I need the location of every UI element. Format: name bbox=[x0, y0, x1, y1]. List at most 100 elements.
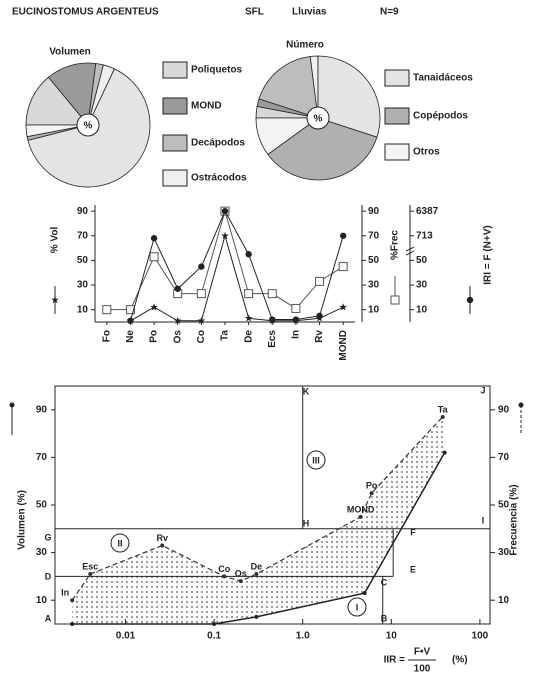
point bbox=[221, 231, 229, 240]
point bbox=[254, 614, 259, 619]
point bbox=[369, 491, 374, 496]
point bbox=[245, 251, 252, 258]
zone-letter: E bbox=[410, 564, 416, 574]
point-label: Rv bbox=[157, 533, 169, 543]
legend-label: Decápodos bbox=[191, 138, 245, 149]
point bbox=[221, 207, 229, 215]
y-tick-label: 90 bbox=[36, 404, 48, 415]
point bbox=[254, 572, 259, 577]
y2-tick-label: 70 bbox=[368, 230, 380, 241]
x-tick-label: Fo bbox=[101, 330, 112, 342]
x-axis-title: (%) bbox=[452, 655, 468, 666]
y-tick-label: 30 bbox=[77, 280, 89, 291]
y-tick-label: 50 bbox=[36, 500, 48, 511]
axis-title: %Frec bbox=[390, 230, 401, 260]
point bbox=[198, 263, 205, 270]
y-tick-label: 90 bbox=[77, 206, 89, 217]
y2-tick-label: 70 bbox=[498, 452, 510, 463]
y-tick-label: 30 bbox=[36, 547, 48, 558]
y3-tick-label: 6387 bbox=[416, 206, 439, 217]
season: Lluvias bbox=[292, 7, 327, 18]
legend-swatch bbox=[162, 169, 188, 187]
point bbox=[150, 303, 158, 311]
point bbox=[440, 414, 445, 419]
x-tick-label: 100 bbox=[472, 631, 489, 642]
point bbox=[125, 305, 135, 315]
zone-letter: D bbox=[45, 571, 52, 581]
y2-tick-label: 90 bbox=[368, 206, 380, 217]
zone-letter: C bbox=[381, 577, 388, 587]
y3-tick-label: 10 bbox=[416, 304, 428, 315]
point-label: Po bbox=[366, 480, 378, 490]
point bbox=[244, 289, 254, 299]
y2-tick-label: 30 bbox=[368, 280, 380, 291]
point bbox=[292, 316, 300, 323]
point bbox=[358, 514, 363, 519]
legend-swatch bbox=[162, 134, 188, 152]
pie-slice bbox=[25, 76, 89, 126]
shaded-area bbox=[72, 416, 445, 624]
y2-tick-label: 10 bbox=[368, 304, 380, 315]
zone-letter: K bbox=[303, 386, 310, 396]
legend-label: Tanaidáceos bbox=[413, 73, 473, 84]
legend-swatch bbox=[384, 69, 410, 87]
point bbox=[70, 622, 75, 626]
pie-slice bbox=[267, 117, 378, 181]
y2-axis-title: Frecuencia (%) bbox=[509, 484, 520, 555]
point bbox=[291, 303, 301, 313]
point bbox=[88, 572, 93, 577]
zone-letter: B bbox=[381, 613, 388, 623]
site: SFL bbox=[245, 7, 264, 18]
zone-circle bbox=[306, 450, 326, 470]
y3-tick-label: 713 bbox=[416, 230, 433, 241]
x-tick-label: 10 bbox=[386, 631, 398, 642]
species: EUCINOSTOMUS ARGENTEUS bbox=[12, 7, 159, 18]
point bbox=[197, 316, 206, 325]
point bbox=[269, 316, 276, 323]
zone-letter: J bbox=[480, 385, 485, 395]
point-label: Co bbox=[218, 564, 230, 574]
legend-label: MOND bbox=[191, 101, 222, 112]
pie-center bbox=[306, 106, 330, 130]
x-tick-label: Os bbox=[172, 330, 183, 344]
x-tick-label: Po bbox=[149, 330, 160, 343]
y-tick-label: 10 bbox=[77, 304, 89, 315]
point bbox=[174, 285, 181, 292]
point bbox=[339, 303, 347, 311]
point-label: Ta bbox=[438, 404, 449, 414]
x-tick-label: Rv bbox=[314, 330, 325, 343]
y-tick-label: 70 bbox=[36, 452, 48, 463]
point bbox=[466, 296, 474, 304]
zone-numeral: II bbox=[117, 538, 122, 548]
series-line bbox=[129, 210, 344, 321]
legend-marker bbox=[9, 402, 15, 408]
legend-swatch bbox=[384, 107, 410, 125]
pie-center-label: % bbox=[84, 121, 93, 132]
legend-swatch bbox=[162, 61, 188, 79]
point bbox=[338, 262, 348, 272]
x-tick-label: Co bbox=[196, 330, 207, 343]
point bbox=[267, 289, 277, 299]
zone-letter: G bbox=[44, 532, 51, 542]
pie-center bbox=[76, 113, 100, 137]
x-tick-label: Ecs bbox=[267, 330, 278, 348]
point bbox=[160, 543, 165, 548]
legend-label: Otros bbox=[413, 147, 440, 158]
y-tick-label: 10 bbox=[36, 595, 48, 606]
zone-letter: A bbox=[45, 613, 52, 623]
zone-numeral: III bbox=[312, 455, 320, 465]
x-axis-title: 100 bbox=[414, 664, 431, 675]
pie-center-label: % bbox=[314, 114, 323, 125]
x-tick-label: De bbox=[243, 330, 254, 343]
legend-swatch bbox=[162, 97, 188, 115]
y-tick-label: 50 bbox=[77, 255, 89, 266]
y3-tick-label: 30 bbox=[416, 280, 428, 291]
point bbox=[150, 235, 158, 242]
y2-tick-label: 50 bbox=[498, 500, 510, 511]
zone-letter: I bbox=[482, 515, 485, 525]
point-label: Os bbox=[235, 569, 247, 579]
y-tick-label: 70 bbox=[77, 230, 89, 241]
point bbox=[222, 574, 227, 579]
point bbox=[442, 450, 447, 455]
